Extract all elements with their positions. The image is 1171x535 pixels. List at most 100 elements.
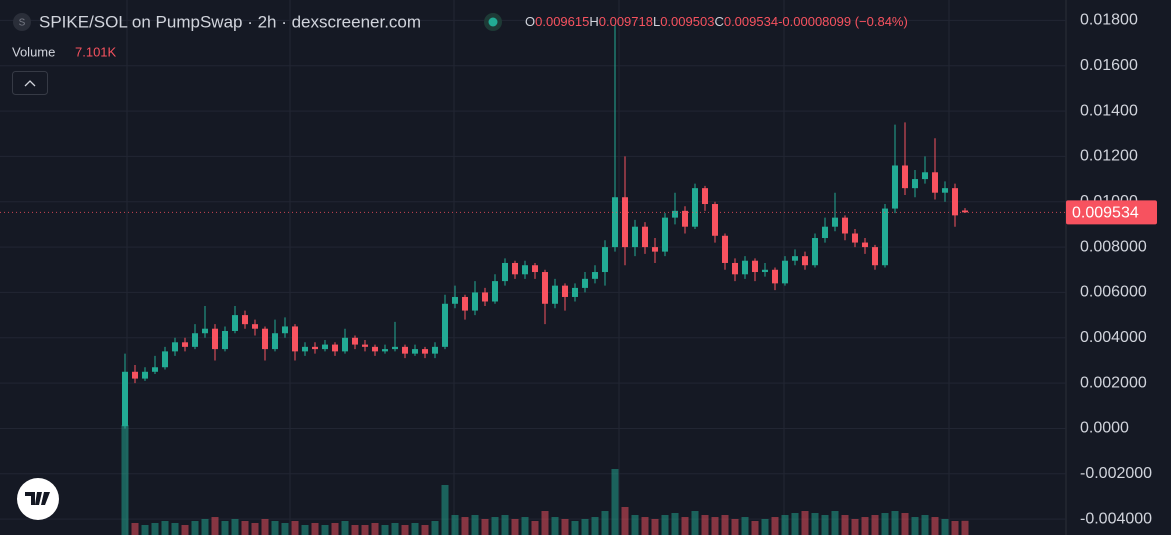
volume-bar xyxy=(221,521,229,535)
status-dot xyxy=(488,17,498,27)
candle-body xyxy=(892,165,898,209)
volume-bar xyxy=(591,517,599,535)
volume-bar xyxy=(351,525,359,535)
candle-body xyxy=(622,197,628,248)
volume-bar xyxy=(481,519,489,535)
candle-body xyxy=(742,260,748,275)
candle-body xyxy=(862,242,868,248)
candle-body xyxy=(282,326,288,334)
candle-body xyxy=(242,315,248,325)
logo-mark xyxy=(25,492,50,505)
candle-body xyxy=(812,238,818,266)
volume-bar xyxy=(601,511,609,535)
volume-bar xyxy=(331,523,339,535)
volume-bar xyxy=(371,523,379,535)
volume-bar xyxy=(881,513,889,535)
ohlc-value: 0.009503 xyxy=(660,14,714,29)
candle-body xyxy=(142,371,148,379)
candle-body xyxy=(392,346,398,350)
volume-bar xyxy=(271,521,279,535)
y-tick-label: 0.01600 xyxy=(1080,57,1138,74)
collapse-icon xyxy=(24,80,36,87)
symbol-letter: S xyxy=(19,18,26,29)
ohlc-key: H xyxy=(589,14,598,29)
ohlc-value: 0.009534 xyxy=(724,14,778,29)
volume-bar xyxy=(401,525,409,535)
candle-body xyxy=(962,210,968,213)
ohlc-key: L xyxy=(653,14,660,29)
volume-bar xyxy=(281,523,289,535)
volume-bar xyxy=(211,517,219,535)
candle-body xyxy=(522,265,528,275)
volume-bar xyxy=(511,519,519,535)
candle-body xyxy=(492,281,498,302)
candle-body xyxy=(792,256,798,261)
candle-body xyxy=(532,265,538,273)
volume-bar xyxy=(151,523,159,535)
candle-body xyxy=(272,333,278,350)
candle-body xyxy=(612,197,618,248)
candle-body xyxy=(782,260,788,284)
candle-body xyxy=(322,344,328,350)
volume-bar xyxy=(901,513,909,535)
volume-bar xyxy=(761,519,769,535)
y-tick-label: 0.01800 xyxy=(1080,12,1138,29)
volume-bar xyxy=(171,523,179,535)
candle-body xyxy=(402,346,408,354)
volume-value: 7.101K xyxy=(75,44,117,59)
volume-bar xyxy=(831,511,839,535)
candle-body xyxy=(602,247,608,273)
volume-bar xyxy=(841,515,849,535)
volume-bar xyxy=(461,517,469,535)
y-tick-label: -0.004000 xyxy=(1080,510,1152,527)
volume-bar xyxy=(131,523,139,535)
volume-bar xyxy=(741,517,749,535)
volume-bar xyxy=(701,515,709,535)
candle-body xyxy=(262,328,268,350)
volume-bar xyxy=(191,521,199,535)
candle-body xyxy=(682,210,688,227)
volume-bar xyxy=(571,521,579,535)
volume-bar xyxy=(921,515,929,535)
candle-body xyxy=(582,278,588,288)
candle-body xyxy=(942,188,948,193)
y-tick-label: 0.004000 xyxy=(1080,329,1147,346)
volume-bar xyxy=(381,525,389,535)
candle-body xyxy=(922,172,928,180)
candle-body xyxy=(362,344,368,347)
collapse-button[interactable] xyxy=(12,71,48,95)
volume-title: Volume xyxy=(12,44,55,59)
candle-body xyxy=(552,285,558,304)
candle-body xyxy=(342,337,348,352)
volume-bar xyxy=(561,519,569,535)
volume-bar xyxy=(671,513,679,535)
volume-bar xyxy=(121,425,129,535)
volume-bar xyxy=(261,519,269,535)
volume-bar xyxy=(811,513,819,535)
candle-body xyxy=(372,346,378,352)
volume-bar xyxy=(581,519,589,535)
candle-body xyxy=(852,233,858,243)
ohlc-value: 0.009615 xyxy=(535,14,589,29)
y-tick-label: 0.0000 xyxy=(1080,420,1129,437)
candle-body xyxy=(472,292,478,311)
candle-body xyxy=(232,315,238,331)
volume-bar xyxy=(861,517,869,535)
y-tick-label: 0.006000 xyxy=(1080,284,1147,301)
candle-body xyxy=(912,179,918,189)
ohlc-key: C xyxy=(714,14,723,29)
volume-bar xyxy=(681,517,689,535)
candle-body xyxy=(692,188,698,227)
candle-body xyxy=(252,324,258,329)
candle-body xyxy=(832,217,838,227)
volume-bar xyxy=(821,515,829,535)
volume-bar xyxy=(611,469,619,535)
candle-body xyxy=(292,326,298,352)
candle-body xyxy=(802,256,808,266)
candle-body xyxy=(762,269,768,273)
volume-bar xyxy=(391,523,399,535)
candle-body xyxy=(432,346,438,354)
volume-bar xyxy=(291,521,299,535)
